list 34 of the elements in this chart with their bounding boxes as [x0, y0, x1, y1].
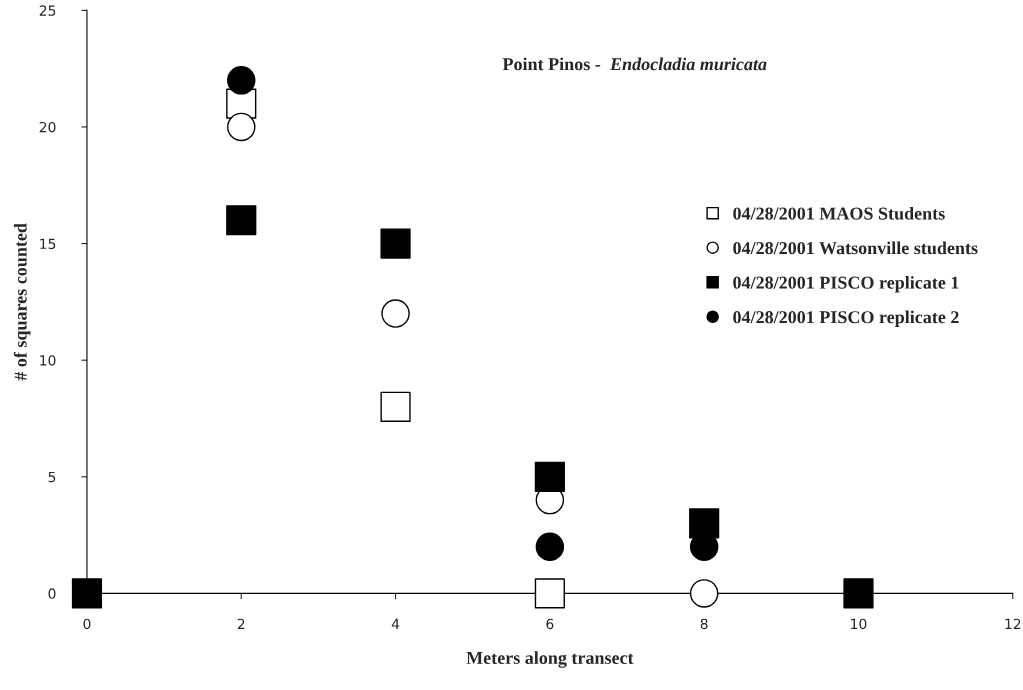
x-tick-label: 4: [391, 618, 400, 629]
x-axis-title: Meters along transect: [466, 651, 634, 668]
x-tick-label: 6: [546, 618, 554, 630]
text: Endocladia muricata: [609, 57, 767, 71]
y-tick-label: 0: [48, 588, 56, 599]
point: [227, 66, 256, 95]
point: [534, 578, 565, 609]
y-tick-label: 10: [40, 355, 56, 366]
point: [843, 578, 874, 609]
y-tick-label: 25: [39, 5, 56, 16]
legend-label: 04/28/2001 PISCO replicate 1: [733, 276, 959, 293]
point: [71, 578, 103, 609]
legend-label: 04/28/2001 Watsonville students: [733, 241, 978, 255]
point: [534, 461, 565, 492]
legend-label: 04/28/2001 MAOS Students: [733, 206, 945, 220]
x-tick-label: 10: [851, 618, 867, 630]
point: [227, 112, 256, 142]
x-tick-label: 8: [700, 618, 708, 630]
point: [226, 205, 257, 236]
point: [381, 299, 410, 328]
point: [689, 579, 719, 608]
x-tick-label: 12: [1005, 618, 1021, 629]
y-tick-label: 5: [48, 471, 56, 483]
legend-label: 04/28/2001 PISCO replicate 2: [733, 310, 959, 327]
y-tick-label: 20: [39, 121, 56, 133]
text: Point Pinos -: [502, 57, 601, 71]
point: [535, 532, 565, 561]
y-axis-title: # of squares counted: [13, 223, 31, 381]
point: [380, 228, 411, 259]
x-tick-label: 2: [237, 618, 245, 629]
point: [689, 508, 720, 539]
point: [380, 391, 411, 422]
x-tick-label: 0: [83, 618, 91, 630]
y-tick-label: 15: [40, 238, 56, 250]
